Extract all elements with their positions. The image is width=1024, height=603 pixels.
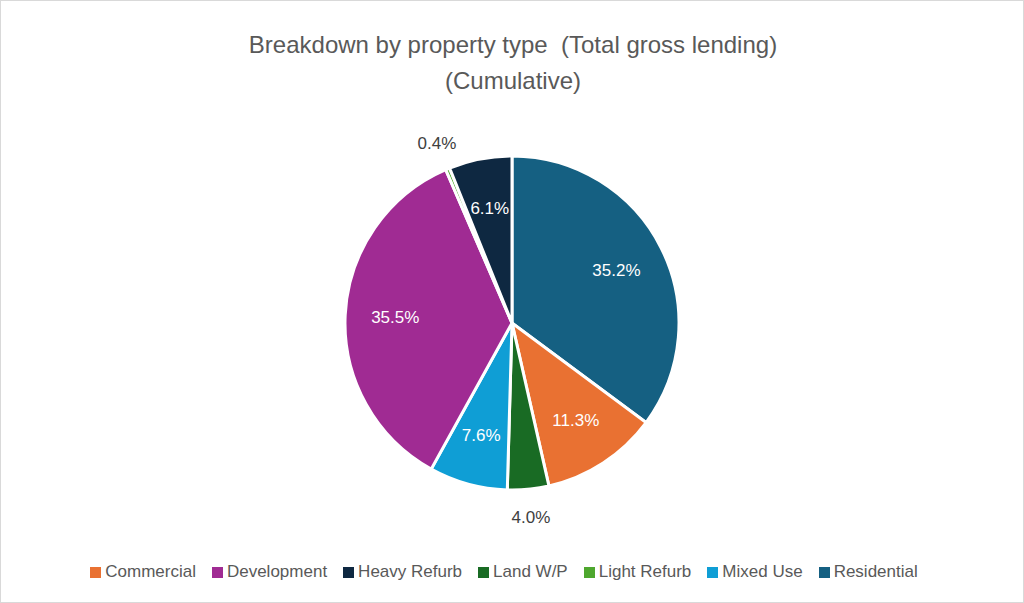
html-text:Light Refurb: Light Refurb: [598, 562, 692, 581]
svg-text:6.1%: 6.1%: [470, 199, 509, 218]
html-text:Heavy Refurb: Heavy Refurb: [358, 562, 462, 581]
html-text:Mixed Use: Mixed Use: [722, 562, 803, 581]
svg-text:7.6%: 7.6%: [462, 426, 501, 445]
svg-text:4.0%: 4.0%: [512, 508, 551, 527]
html-text:Commercial: Commercial: [105, 562, 196, 581]
html-text:Land W/P: Land W/P: [493, 562, 568, 581]
svg-text:11.3%: 11.3%: [552, 411, 599, 430]
svg-text:0.4%: 0.4%: [418, 134, 457, 153]
svg-text:35.2%: 35.2%: [592, 261, 640, 280]
svg-text:35.5%: 35.5%: [371, 308, 419, 327]
html-text:Residential: Residential: [833, 562, 918, 581]
html-text:Development: Development: [226, 562, 328, 581]
html-text:(Cumulative): (Cumulative): [445, 67, 581, 94]
html-text:Breakdown by property type (To: Breakdown by property type (Total gross …: [248, 31, 778, 58]
